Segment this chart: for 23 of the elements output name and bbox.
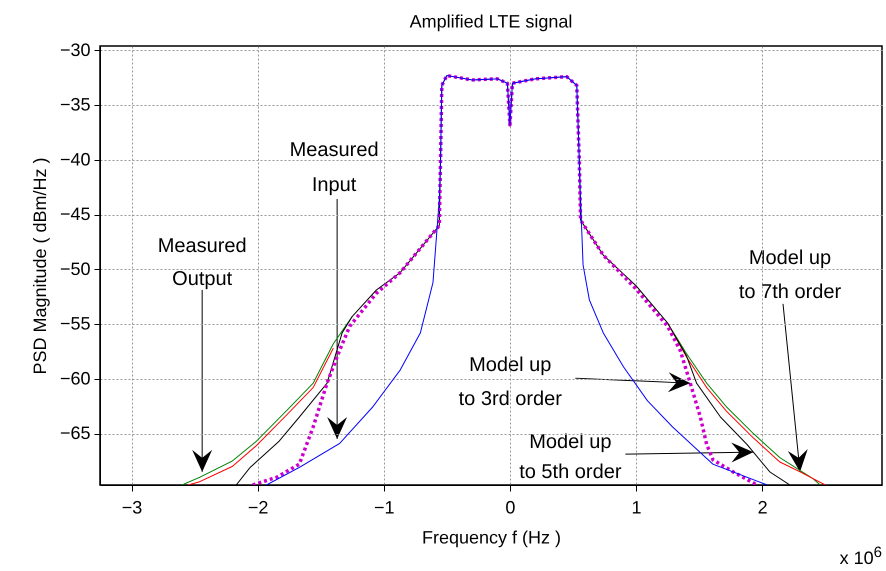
annotation: Model up to 7th order <box>738 246 842 303</box>
x-tick-label: 2 <box>758 498 768 518</box>
x-tick-label: −3 <box>122 498 142 518</box>
annotation: Model up to 5th order <box>519 431 622 484</box>
y-tick-label: −55 <box>60 314 90 334</box>
y-tick-label: −50 <box>60 258 90 279</box>
y-axis-title: PSD Magnitude ( dBm/Hz ) <box>30 157 50 375</box>
x-tick-label: −1 <box>374 498 395 518</box>
x-tick-label: −2 <box>248 498 268 518</box>
y-tick-label: −60 <box>60 368 90 388</box>
y-tick-label: −40 <box>60 149 90 170</box>
y-tick-label: −45 <box>60 204 90 224</box>
annotation: Measured Input <box>290 139 379 196</box>
x-axis-title: Frequency f (Hz ) <box>422 528 562 548</box>
y-tick-label: −30 <box>60 40 90 60</box>
y-tick-label: −35 <box>60 94 90 115</box>
chart-title: Amplified LTE signal <box>410 11 572 32</box>
annotation: Measured Output <box>158 234 247 290</box>
x-tick-label: 0 <box>505 498 516 518</box>
y-tick-label: −65 <box>60 423 90 444</box>
x-tick-label: 1 <box>632 498 642 518</box>
text: x 10$^{6}$ <box>840 544 882 569</box>
annotation: Model up to 3rd order <box>458 354 562 410</box>
